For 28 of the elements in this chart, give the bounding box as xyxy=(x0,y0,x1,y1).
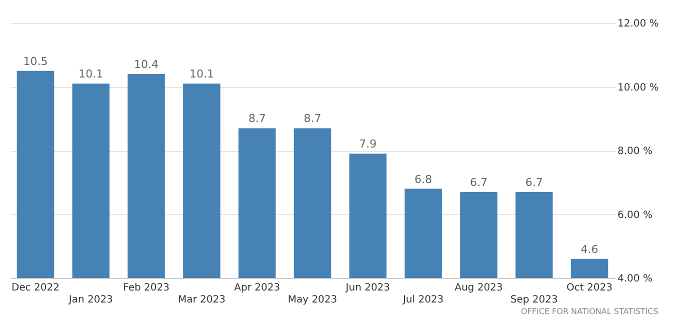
x-tick-label: Aug 2023 xyxy=(454,282,503,294)
x-tick-label: Oct 2023 xyxy=(566,282,612,294)
x-tick-label: Apr 2023 xyxy=(234,282,280,294)
x-tick-label: Sep 2023 xyxy=(510,294,558,306)
x-tick-label: Jan 2023 xyxy=(68,294,113,306)
data-label: 8.7 xyxy=(248,112,266,126)
x-tick-label: Feb 2023 xyxy=(123,282,170,294)
data-label: 10.4 xyxy=(134,58,159,71)
data-label: 8.7 xyxy=(304,112,322,126)
data-label: 10.1 xyxy=(189,68,214,81)
x-tick-label: Jun 2023 xyxy=(344,282,390,294)
x-tick-label: May 2023 xyxy=(288,294,338,306)
data-label: 6.8 xyxy=(414,172,432,186)
data-label: 4.6 xyxy=(580,242,598,256)
data-label: 10.5 xyxy=(23,54,48,68)
text: OFFICE FOR NATIONAL STATISTICS xyxy=(520,307,658,316)
data-label: 6.7 xyxy=(525,176,543,189)
y-tick-label: 8.00 % xyxy=(618,146,652,157)
x-tick-label: Mar 2023 xyxy=(178,294,226,306)
data-label: 6.7 xyxy=(470,176,488,189)
data-label: 10.1 xyxy=(78,68,104,81)
y-tick-label: 4.00 % xyxy=(618,274,652,284)
data-label: 7.9 xyxy=(359,138,377,151)
y-tick-label: 6.00 % xyxy=(618,210,652,221)
x-tick-label: Jul 2023 xyxy=(402,294,444,306)
y-tick-label: 12.00 % xyxy=(618,18,659,30)
y-tick-label: 10.00 % xyxy=(618,82,659,94)
x-tick-label: Dec 2022 xyxy=(11,282,60,294)
